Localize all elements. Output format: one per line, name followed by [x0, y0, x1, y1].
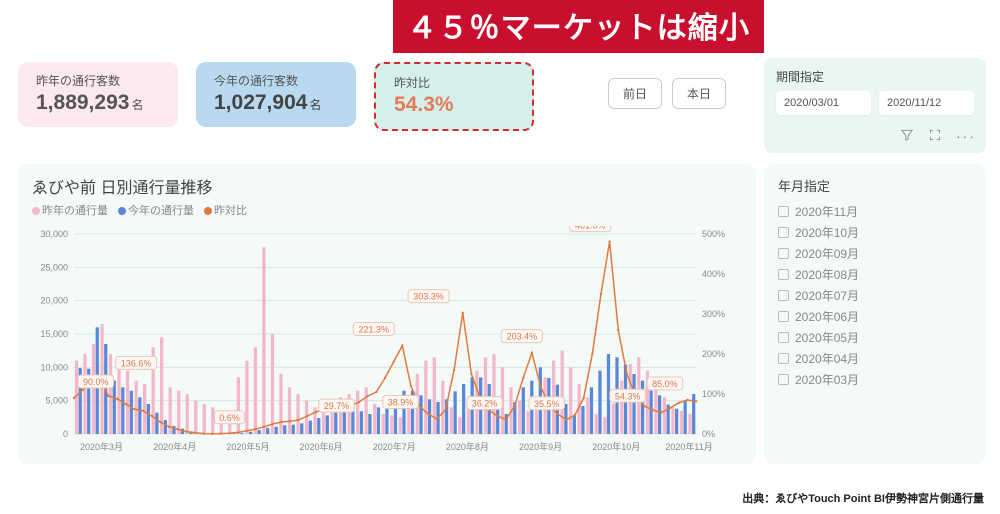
month-filter-item[interactable]: 2020年11月: [778, 201, 972, 222]
checkbox-icon: [778, 248, 789, 259]
chart-legend: 昨年の通行量今年の通行量昨対比: [32, 202, 742, 218]
svg-text:400%: 400%: [702, 269, 725, 279]
svg-text:35.5%: 35.5%: [534, 399, 560, 409]
svg-text:2020年5月: 2020年5月: [226, 441, 269, 452]
month-filter-item[interactable]: 2020年08月: [778, 264, 972, 285]
month-filter-item[interactable]: 2020年06月: [778, 306, 972, 327]
stat-card-ratio: 昨対比 54.3%: [374, 62, 534, 131]
focus-icon[interactable]: [928, 128, 942, 145]
stat-card-last-year: 昨年の通行客数 1,889,293名: [18, 62, 178, 127]
svg-text:0.6%: 0.6%: [219, 413, 240, 423]
checkbox-icon: [778, 374, 789, 385]
month-filter-panel: 年月指定 2020年11月2020年10月2020年09月2020年08月202…: [764, 164, 986, 464]
month-filter-item[interactable]: 2020年03月: [778, 369, 972, 390]
svg-text:100%: 100%: [702, 389, 725, 399]
checkbox-icon: [778, 311, 789, 322]
svg-text:136.6%: 136.6%: [121, 358, 152, 368]
svg-text:2020年11月: 2020年11月: [665, 441, 712, 452]
filter-icon[interactable]: [900, 128, 914, 145]
checkbox-icon: [778, 227, 789, 238]
checkbox-icon: [778, 353, 789, 364]
chart-svg: 0 5,000 10,000 15,000 20,000 25,000 30,000 0% 10…: [32, 226, 738, 456]
svg-text:25,000: 25,000: [40, 262, 68, 272]
svg-text:30,000: 30,000: [40, 229, 68, 239]
legend-item[interactable]: 今年の通行量: [118, 205, 194, 217]
stat-value: 1,027,904名: [214, 91, 338, 115]
svg-text:54.3%: 54.3%: [615, 391, 641, 401]
chart-panel: ゑびや前 日別通行量推移 昨年の通行量今年の通行量昨対比 0 5,000 10,00…: [18, 164, 756, 464]
checkbox-icon: [778, 206, 789, 217]
month-filter-item[interactable]: 2020年04月: [778, 348, 972, 369]
svg-text:15,000: 15,000: [40, 329, 68, 339]
checkbox-icon: [778, 269, 789, 280]
month-filter-item[interactable]: 2020年10月: [778, 222, 972, 243]
stat-card-this-year: 今年の通行客数 1,027,904名: [196, 62, 356, 127]
svg-text:20,000: 20,000: [40, 296, 68, 306]
date-end-input[interactable]: 2020/11/12: [879, 91, 974, 115]
stat-label: 昨対比: [394, 74, 514, 91]
month-filter-item[interactable]: 2020年07月: [778, 285, 972, 306]
headline-banner: ４５％マーケットは縮小: [393, 0, 764, 53]
svg-text:29.7%: 29.7%: [324, 401, 350, 411]
month-filter-title: 年月指定: [778, 176, 972, 195]
svg-text:38.9%: 38.9%: [388, 397, 414, 407]
date-start-input[interactable]: 2020/03/01: [776, 91, 871, 115]
stat-label: 昨年の通行客数: [36, 72, 160, 89]
svg-text:2020年9月: 2020年9月: [519, 441, 562, 452]
stat-value: 1,889,293名: [36, 91, 160, 115]
checkbox-icon: [778, 290, 789, 301]
svg-text:2020年10月: 2020年10月: [592, 441, 640, 452]
month-filter-item[interactable]: 2020年05月: [778, 327, 972, 348]
stat-label: 今年の通行客数: [214, 72, 338, 89]
svg-text:2020年6月: 2020年6月: [300, 441, 343, 452]
svg-text:85.0%: 85.0%: [652, 379, 678, 389]
svg-text:300%: 300%: [702, 309, 725, 319]
svg-text:200%: 200%: [702, 349, 725, 359]
svg-text:0%: 0%: [702, 429, 715, 439]
svg-text:2020年7月: 2020年7月: [373, 441, 416, 452]
more-icon[interactable]: ···: [956, 128, 976, 145]
stat-value: 54.3%: [394, 93, 514, 117]
svg-text:2020年4月: 2020年4月: [153, 441, 196, 452]
svg-text:36.2%: 36.2%: [472, 399, 498, 409]
date-range-panel: 期間指定 2020/03/01 2020/11/12 ···: [764, 58, 986, 153]
today-button[interactable]: 本日: [672, 78, 726, 109]
svg-text:90.0%: 90.0%: [83, 377, 109, 387]
svg-text:0: 0: [63, 429, 68, 439]
checkbox-icon: [778, 332, 789, 343]
svg-text:203.4%: 203.4%: [507, 332, 538, 342]
legend-item[interactable]: 昨対比: [204, 205, 247, 217]
month-filter-item[interactable]: 2020年09月: [778, 243, 972, 264]
prev-day-button[interactable]: 前日: [608, 78, 662, 109]
svg-text:481.0%: 481.0%: [575, 226, 606, 231]
svg-text:10,000: 10,000: [40, 362, 68, 372]
svg-text:5,000: 5,000: [45, 396, 68, 406]
svg-text:500%: 500%: [702, 229, 725, 239]
svg-text:221.3%: 221.3%: [359, 324, 390, 334]
citation-text: 出典：ゑびやTouch Point BI伊勢神宮片側通行量: [742, 490, 984, 506]
date-range-title: 期間指定: [776, 68, 974, 85]
svg-text:2020年3月: 2020年3月: [80, 441, 123, 452]
legend-item[interactable]: 昨年の通行量: [32, 205, 108, 217]
svg-text:2020年8月: 2020年8月: [446, 441, 489, 452]
chart-title: ゑびや前 日別通行量推移: [32, 174, 742, 198]
svg-text:303.3%: 303.3%: [413, 292, 444, 302]
